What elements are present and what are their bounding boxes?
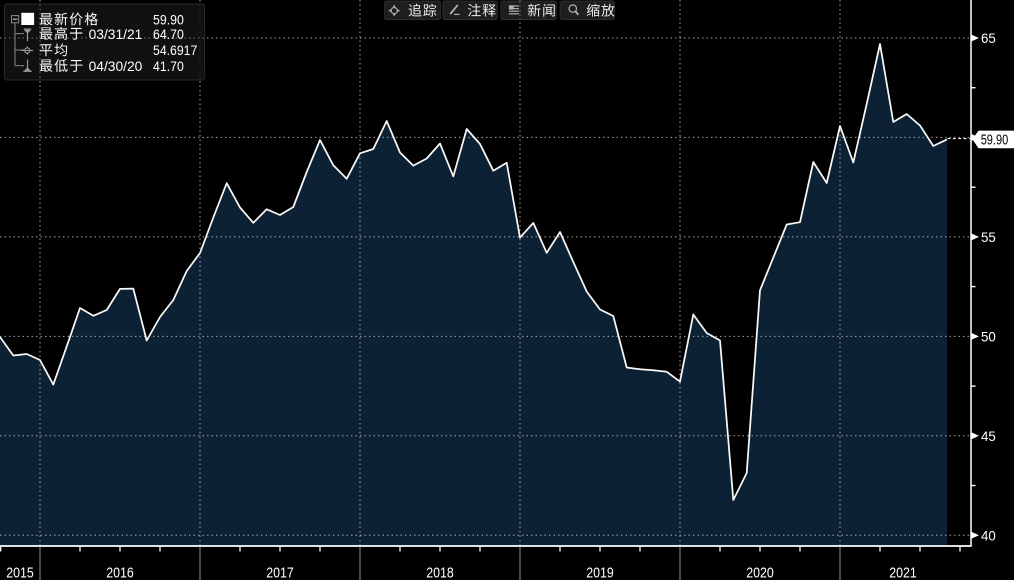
svg-text:2015: 2015 (6, 565, 34, 580)
svg-text:50: 50 (981, 330, 996, 346)
svg-text:2017: 2017 (266, 565, 294, 580)
svg-text:45: 45 (981, 429, 996, 445)
svg-text:40: 40 (981, 528, 996, 544)
svg-text:04/30/20: 04/30/20 (89, 59, 143, 74)
svg-text:65: 65 (981, 31, 996, 47)
svg-text:59.90: 59.90 (981, 132, 1009, 148)
svg-text:2021: 2021 (889, 565, 917, 580)
svg-text:59.90: 59.90 (153, 12, 184, 27)
svg-text:2019: 2019 (586, 565, 614, 580)
svg-text:55: 55 (981, 230, 996, 246)
svg-text:2016: 2016 (106, 565, 134, 580)
svg-text:03/31/21: 03/31/21 (89, 27, 143, 42)
svg-text:64.70: 64.70 (153, 27, 184, 42)
svg-text:54.6917: 54.6917 (153, 43, 197, 58)
svg-text:2020: 2020 (746, 565, 774, 580)
svg-text:41.70: 41.70 (153, 59, 184, 74)
svg-text:2018: 2018 (426, 565, 454, 580)
